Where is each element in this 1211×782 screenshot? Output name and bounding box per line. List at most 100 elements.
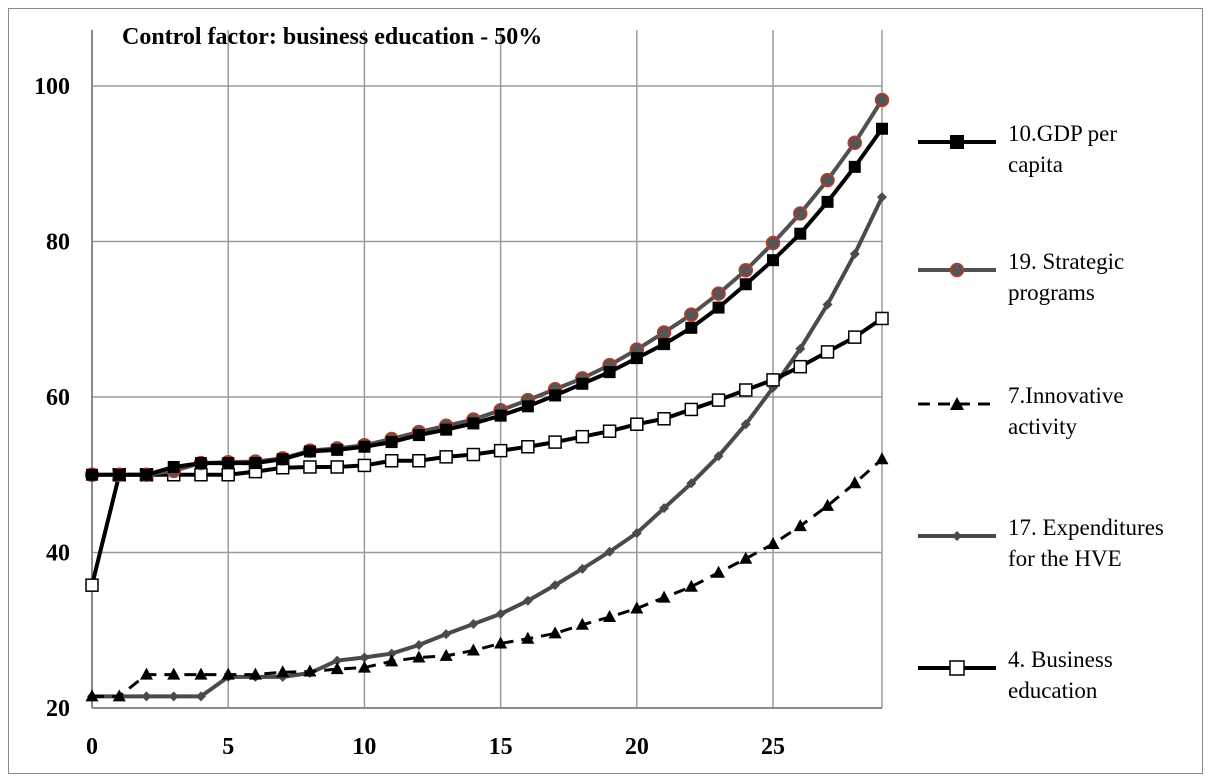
data-point xyxy=(358,440,371,453)
legend-label-hve: 17. Expenditures for the HVE xyxy=(1008,515,1164,571)
data-point xyxy=(603,366,616,379)
series-line xyxy=(92,458,883,698)
data-point xyxy=(603,610,617,623)
data-point xyxy=(575,617,589,630)
data-point xyxy=(276,453,289,466)
data-point xyxy=(848,160,861,173)
data-point xyxy=(602,424,617,438)
data-point xyxy=(820,172,835,188)
data-point xyxy=(848,330,862,344)
data-point xyxy=(659,503,670,514)
data-point xyxy=(467,417,480,430)
data-point xyxy=(876,122,888,135)
data-point xyxy=(793,206,808,221)
data-point xyxy=(466,447,481,462)
tick-labels: 20 40 60 80 100 0 5 10 15 20 25 xyxy=(34,74,785,760)
data-point xyxy=(195,691,206,702)
data-point xyxy=(656,325,672,340)
data-point xyxy=(248,667,262,680)
data-point xyxy=(413,640,424,651)
data-point xyxy=(685,321,698,334)
data-point xyxy=(711,286,726,301)
data-point xyxy=(357,660,371,673)
data-point xyxy=(141,691,152,702)
data-point xyxy=(386,648,397,659)
data-point xyxy=(630,417,644,431)
data-point xyxy=(712,301,725,314)
data-point xyxy=(494,636,508,649)
data-point xyxy=(630,352,643,365)
data-point xyxy=(684,307,699,322)
data-point xyxy=(86,468,98,481)
data-point xyxy=(85,578,99,592)
data-point xyxy=(521,400,534,413)
data-point xyxy=(249,457,262,470)
legend-swatch-hve xyxy=(918,531,996,541)
data-point xyxy=(658,338,671,351)
data-point xyxy=(466,643,480,656)
series-line xyxy=(92,127,884,477)
data-point xyxy=(493,443,508,458)
legend-swatch-gdp xyxy=(918,135,996,149)
series-0 xyxy=(86,122,888,481)
legend-item-strategic: 19. Strategic programs xyxy=(912,246,1202,326)
data-point xyxy=(848,476,862,489)
data-point xyxy=(276,665,290,678)
data-point xyxy=(684,402,699,417)
data-point xyxy=(412,454,426,468)
data-point xyxy=(194,468,208,482)
grid xyxy=(92,30,883,708)
data-point xyxy=(385,654,399,667)
data-point xyxy=(357,458,372,473)
data-point xyxy=(412,429,425,442)
x-tick-label: 20 xyxy=(625,734,649,760)
data-point xyxy=(686,478,697,489)
legend-label-innovative: 7.Innovative activity xyxy=(1008,383,1124,439)
data-point xyxy=(222,457,235,470)
data-point xyxy=(167,667,181,680)
x-tick-label: 0 xyxy=(86,734,98,760)
legend-item-gdp: 10.GDP per capita xyxy=(912,118,1202,198)
data-point xyxy=(221,468,235,482)
data-point xyxy=(657,412,671,426)
data-point xyxy=(439,450,453,464)
legend-swatch-strategic xyxy=(918,262,996,278)
data-point xyxy=(85,689,99,702)
data-point xyxy=(330,460,344,474)
data-point xyxy=(412,650,426,663)
data-point xyxy=(168,691,179,702)
legend-swatch-business xyxy=(918,660,996,676)
y-tick-label: 40 xyxy=(46,541,70,567)
data-point xyxy=(821,195,834,208)
data-point xyxy=(793,359,808,374)
legend-item-innovative: 7.Innovative activity xyxy=(912,380,1202,460)
data-point xyxy=(140,468,153,481)
data-point xyxy=(766,536,780,549)
series-line xyxy=(92,196,884,699)
data-point xyxy=(765,235,781,251)
data-point xyxy=(331,443,344,456)
data-point xyxy=(847,135,863,151)
data-point xyxy=(767,254,780,267)
x-tick-label: 15 xyxy=(489,734,513,760)
data-point xyxy=(740,419,751,430)
legend-item-hve: 17. Expenditures for the HVE xyxy=(912,512,1202,592)
data-point xyxy=(441,629,452,640)
data-point xyxy=(439,648,453,661)
data-point xyxy=(630,601,644,614)
y-tick-label: 80 xyxy=(46,230,70,256)
data-point xyxy=(521,631,535,644)
data-point xyxy=(332,655,343,666)
legend-item-business: 4. Business education xyxy=(912,644,1202,724)
data-point xyxy=(739,278,752,291)
y-tick-label: 100 xyxy=(34,74,70,100)
data-point xyxy=(112,689,126,702)
data-point xyxy=(575,429,590,444)
data-point xyxy=(303,460,317,474)
data-point xyxy=(631,528,642,539)
legend-label-gdp: 10.GDP per capita xyxy=(1008,121,1118,177)
data-point xyxy=(713,451,724,462)
data-point xyxy=(221,667,235,680)
data-point xyxy=(194,667,208,680)
data-point xyxy=(739,383,753,397)
